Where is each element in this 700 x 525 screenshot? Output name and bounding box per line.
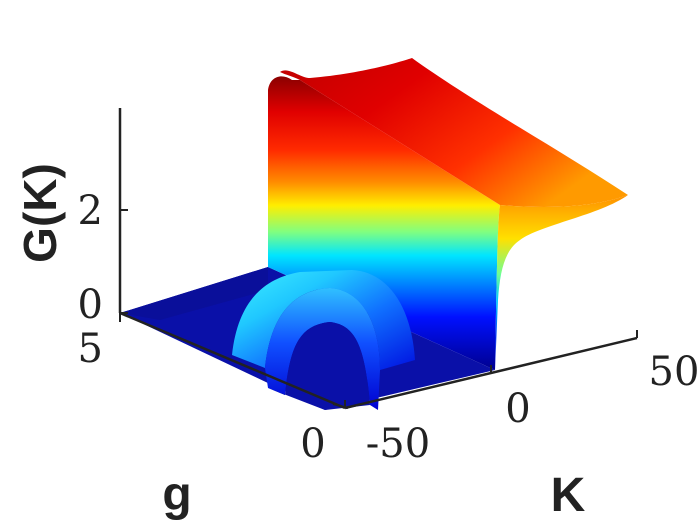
k-axis-label: K: [551, 469, 586, 522]
g-axis-label: g: [162, 468, 191, 521]
surface-floor-shade: [120, 267, 268, 320]
k-tick-label: -50: [366, 421, 430, 467]
g-tick-label: 5: [78, 326, 103, 372]
z-tick-label: 0: [78, 282, 103, 328]
g-axis-line: [119, 311, 346, 410]
surface-right-face: [495, 195, 628, 370]
surface-dome-top: [232, 270, 415, 370]
z-axis-label: G(K): [14, 163, 66, 263]
g-tick-label: 0: [300, 421, 325, 467]
k-tick-label: 50: [649, 349, 700, 395]
surface-dome-inner: [268, 322, 370, 410]
surface-wall: [268, 76, 500, 370]
z-tick-label: 2: [78, 188, 103, 234]
k-tick-label: 0: [505, 386, 530, 432]
surface-top: [280, 58, 628, 207]
surface-dome-front: [265, 288, 380, 410]
